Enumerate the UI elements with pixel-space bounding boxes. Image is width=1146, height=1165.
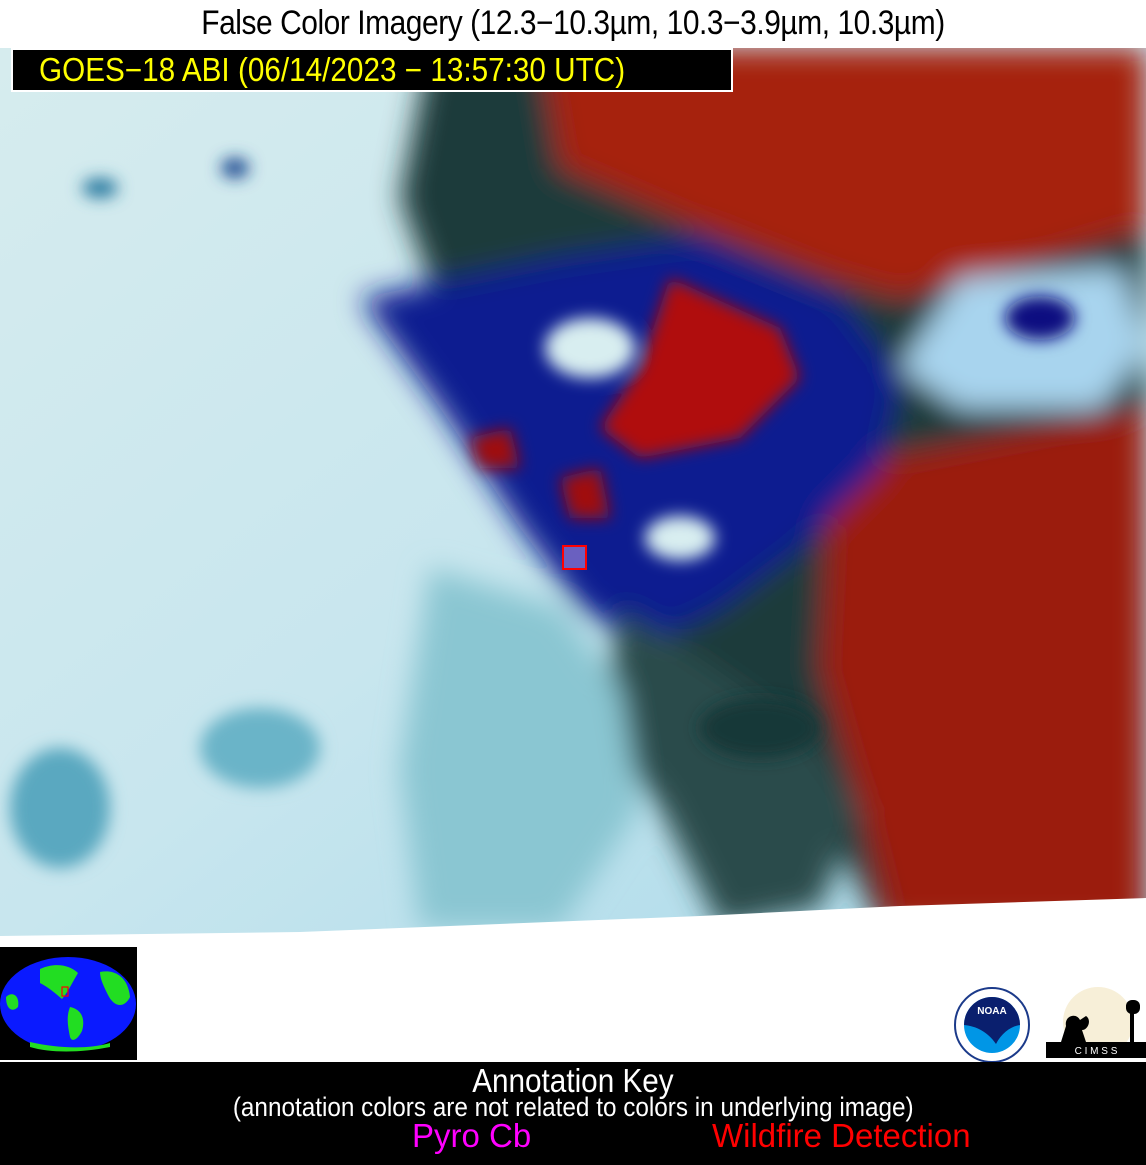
annotation-key-title: Annotation Key: [472, 1062, 674, 1099]
satellite-label-text: GOES−18 ABI (06/14/2023 − 13:57:30 UTC): [39, 51, 626, 88]
satellite-timestamp-label: GOES−18 ABI (06/14/2023 − 13:57:30 UTC): [11, 48, 733, 92]
globe-locator-inset: [0, 947, 137, 1060]
noaa-logo: NOAA: [954, 987, 1030, 1063]
cimss-logo-text: C I M S S: [1075, 1046, 1118, 1057]
wildfire-detection-box: [562, 545, 587, 570]
noaa-logo-text: NOAA: [977, 1006, 1006, 1017]
image-title: False Color Imagery (12.3−10.3µm, 10.3−3…: [201, 4, 945, 42]
annotation-key-subtitle: (annotation colors are not related to co…: [232, 1092, 914, 1122]
key-item-pyro-cb: Pyro Cb: [412, 1117, 532, 1154]
key-item-wildfire-detection: Wildfire Detection: [712, 1117, 971, 1154]
region-marker: [61, 986, 69, 997]
cimss-logo: C I M S S: [1046, 987, 1146, 1058]
annotation-key: Annotation Key (annotation colors are no…: [0, 1062, 1146, 1165]
satellite-imagery: [0, 48, 1146, 938]
